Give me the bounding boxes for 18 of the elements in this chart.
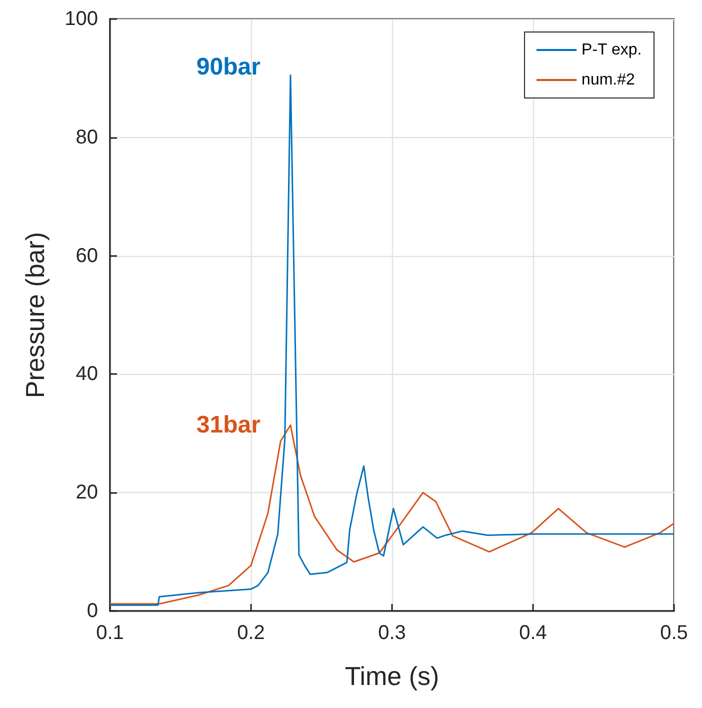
y-tick-label: 40 <box>76 363 98 386</box>
y-axis-title: Pressure (bar) <box>20 232 50 398</box>
x-tick-label: 0.4 <box>519 622 547 644</box>
annotation: 31bar <box>196 412 260 439</box>
x-tick-label: 0.3 <box>378 622 406 644</box>
x-tick-label: 0.2 <box>237 622 265 644</box>
y-tick-label: 100 <box>64 8 98 30</box>
x-axis-title: Time (s) <box>344 661 440 691</box>
line-series <box>109 74 675 606</box>
legend-label: num.#2 <box>582 72 636 88</box>
legend-label: P-T exp. <box>582 42 642 58</box>
x-tick-label: 0.1 <box>96 622 124 644</box>
y-tick-label: 60 <box>76 244 98 267</box>
y-tick-label: 20 <box>76 482 98 504</box>
x-tick-label: 0.5 <box>660 622 688 644</box>
y-tick-label: 0 <box>86 600 98 622</box>
y-tick-label: 80 <box>76 126 98 148</box>
annotation: 90bar <box>196 54 260 81</box>
